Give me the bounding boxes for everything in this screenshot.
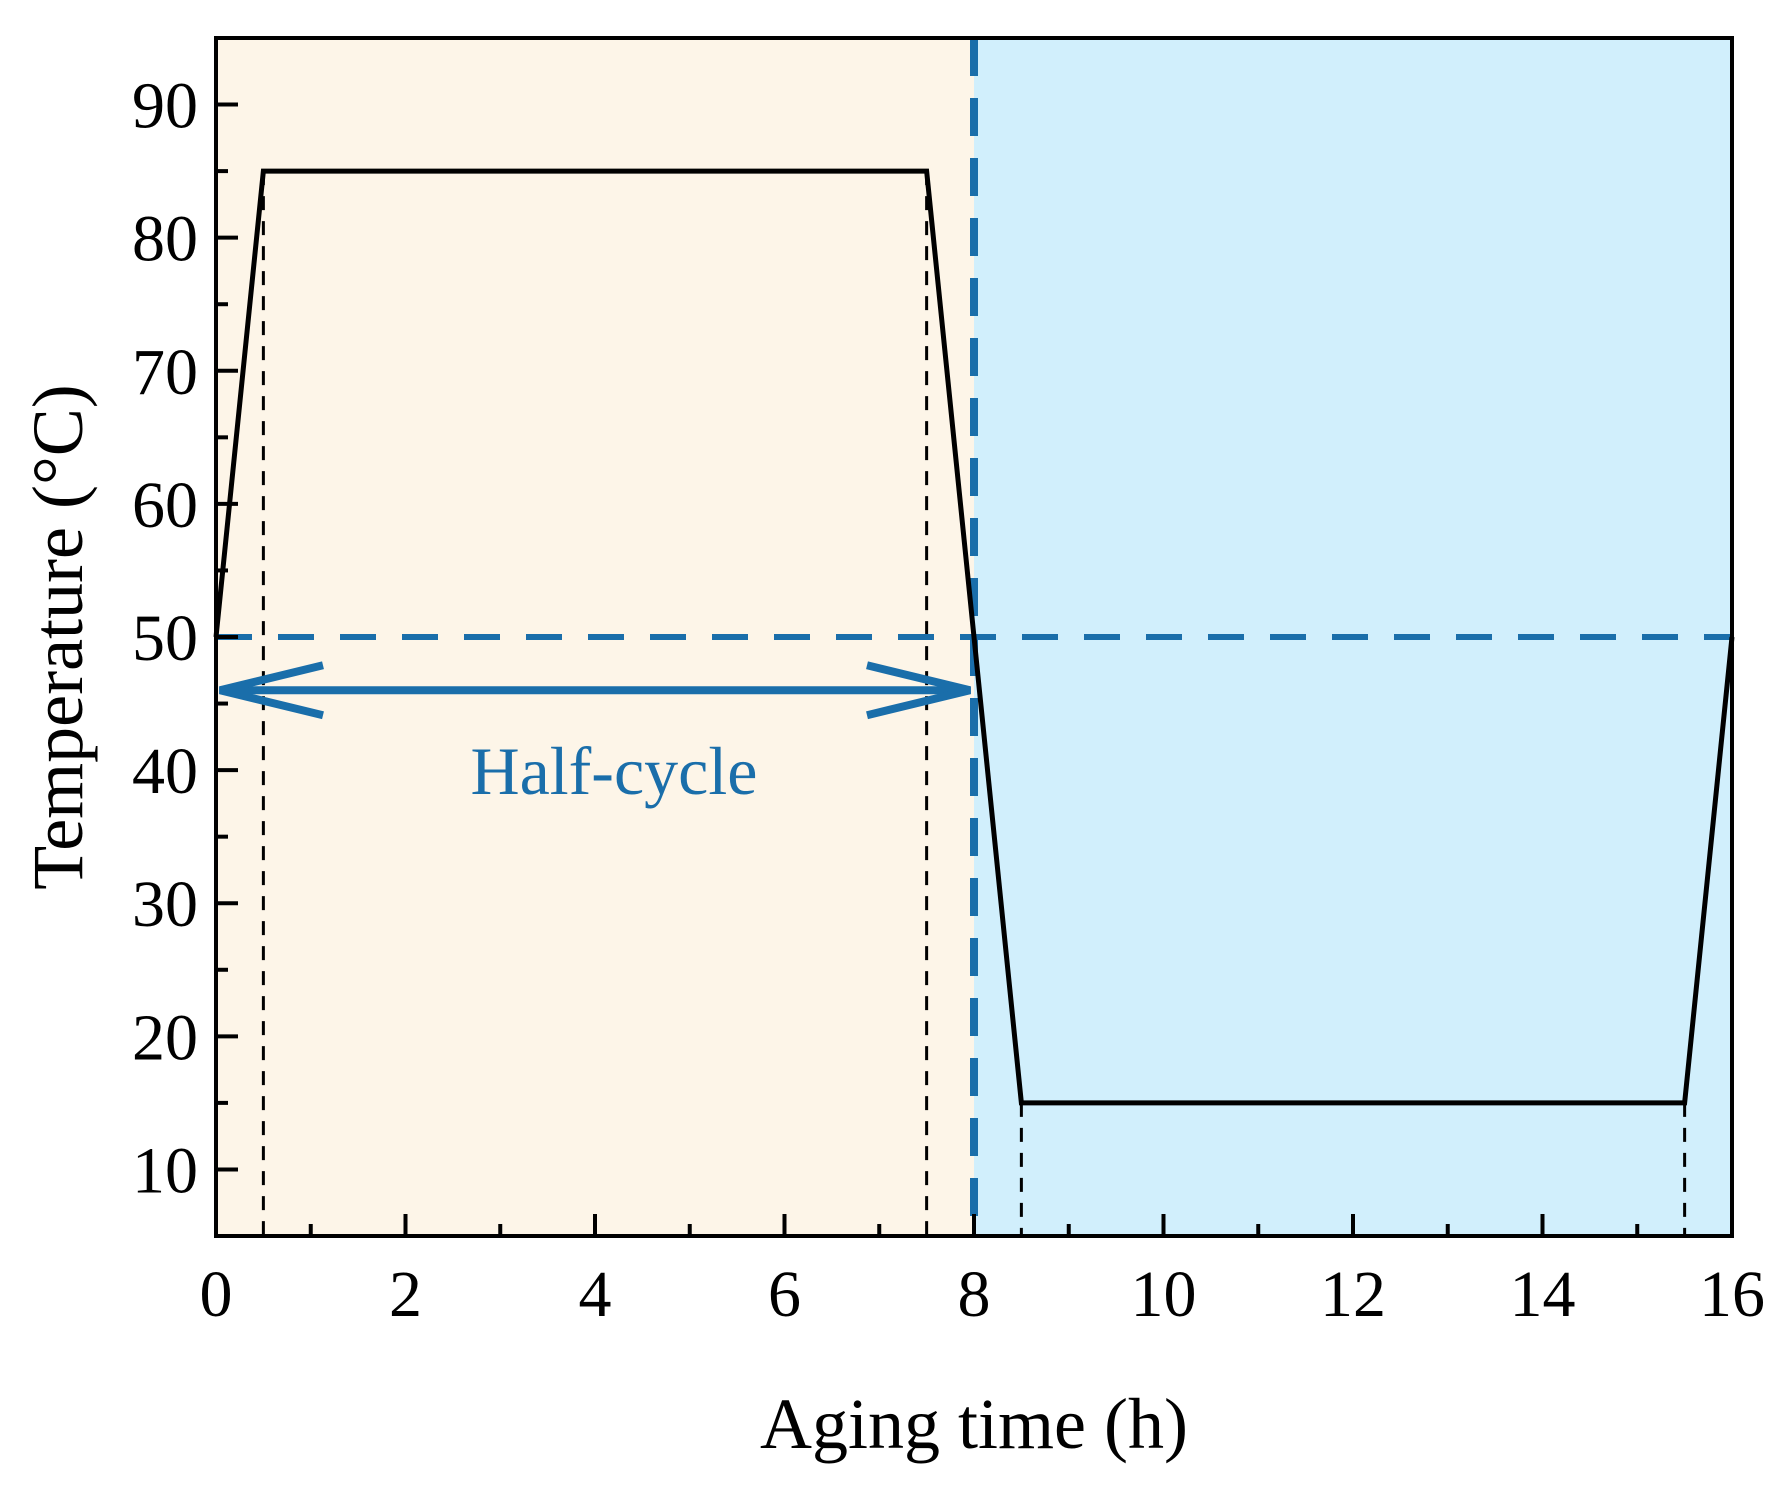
y-tick-label-90: 90 [132, 70, 198, 143]
x-tick-label-4: 4 [579, 1258, 612, 1331]
y-tick-label-10: 10 [132, 1134, 198, 1207]
x-tick-label-6: 6 [768, 1258, 801, 1331]
x-tick-label-16: 16 [1699, 1258, 1765, 1331]
half-cycle-arrow [219, 661, 971, 720]
y-tick-label-60: 60 [132, 469, 198, 542]
arrow-head-right [866, 661, 971, 720]
y-tick-label-50: 50 [132, 602, 198, 675]
y-tick-label-80: 80 [132, 203, 198, 276]
x-tick-label-8: 8 [958, 1258, 991, 1331]
series-line-0 [213, 168, 1735, 1106]
x-tick-label-2: 2 [389, 1258, 422, 1331]
axis-ticks [214, 102, 1734, 1236]
annotation-half-cycle: Half-cycle [470, 733, 757, 809]
data-series [213, 168, 1735, 1106]
y-tick-label-20: 20 [132, 1001, 198, 1074]
x-axis-title: Aging time (h) [760, 1384, 1188, 1464]
arrow-head-left [219, 661, 324, 720]
y-tick-label-30: 30 [132, 868, 198, 941]
x-tick-label-0: 0 [200, 1258, 233, 1331]
y-axis-title: Temperature (°C) [18, 384, 98, 890]
tick-labels: 0 2 4 6 8 10 12 14 16 10 20 30 40 50 60 70 80 90 [132, 70, 1765, 1331]
y-tick-label-40: 40 [132, 735, 198, 808]
x-tick-label-10: 10 [1131, 1258, 1197, 1331]
x-tick-label-14: 14 [1510, 1258, 1576, 1331]
y-tick-label-70: 70 [132, 336, 198, 409]
x-tick-label-12: 12 [1320, 1258, 1386, 1331]
